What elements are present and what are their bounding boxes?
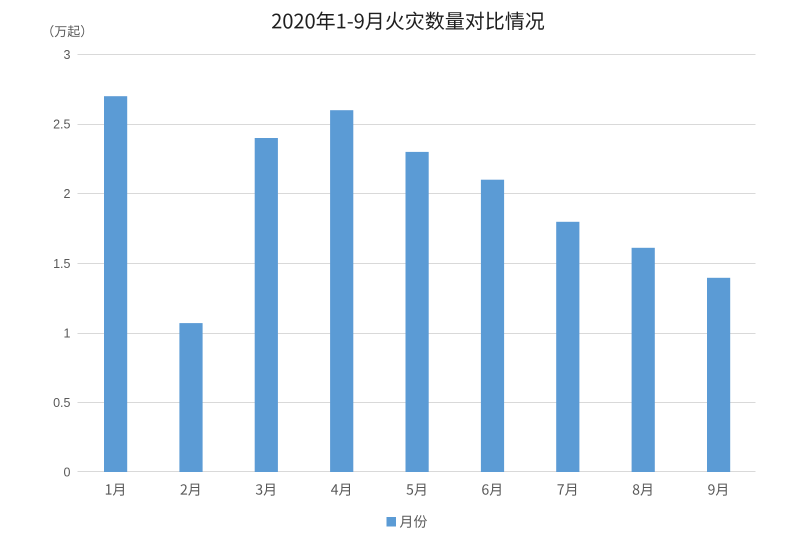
svg-text:1.5: 1.5 (53, 257, 70, 271)
svg-text:1: 1 (64, 326, 71, 340)
svg-text:3: 3 (64, 48, 71, 62)
svg-text:0: 0 (64, 466, 71, 480)
svg-text:2: 2 (64, 187, 71, 201)
svg-text:0.5: 0.5 (53, 396, 70, 410)
svg-text:2.5: 2.5 (53, 118, 70, 132)
